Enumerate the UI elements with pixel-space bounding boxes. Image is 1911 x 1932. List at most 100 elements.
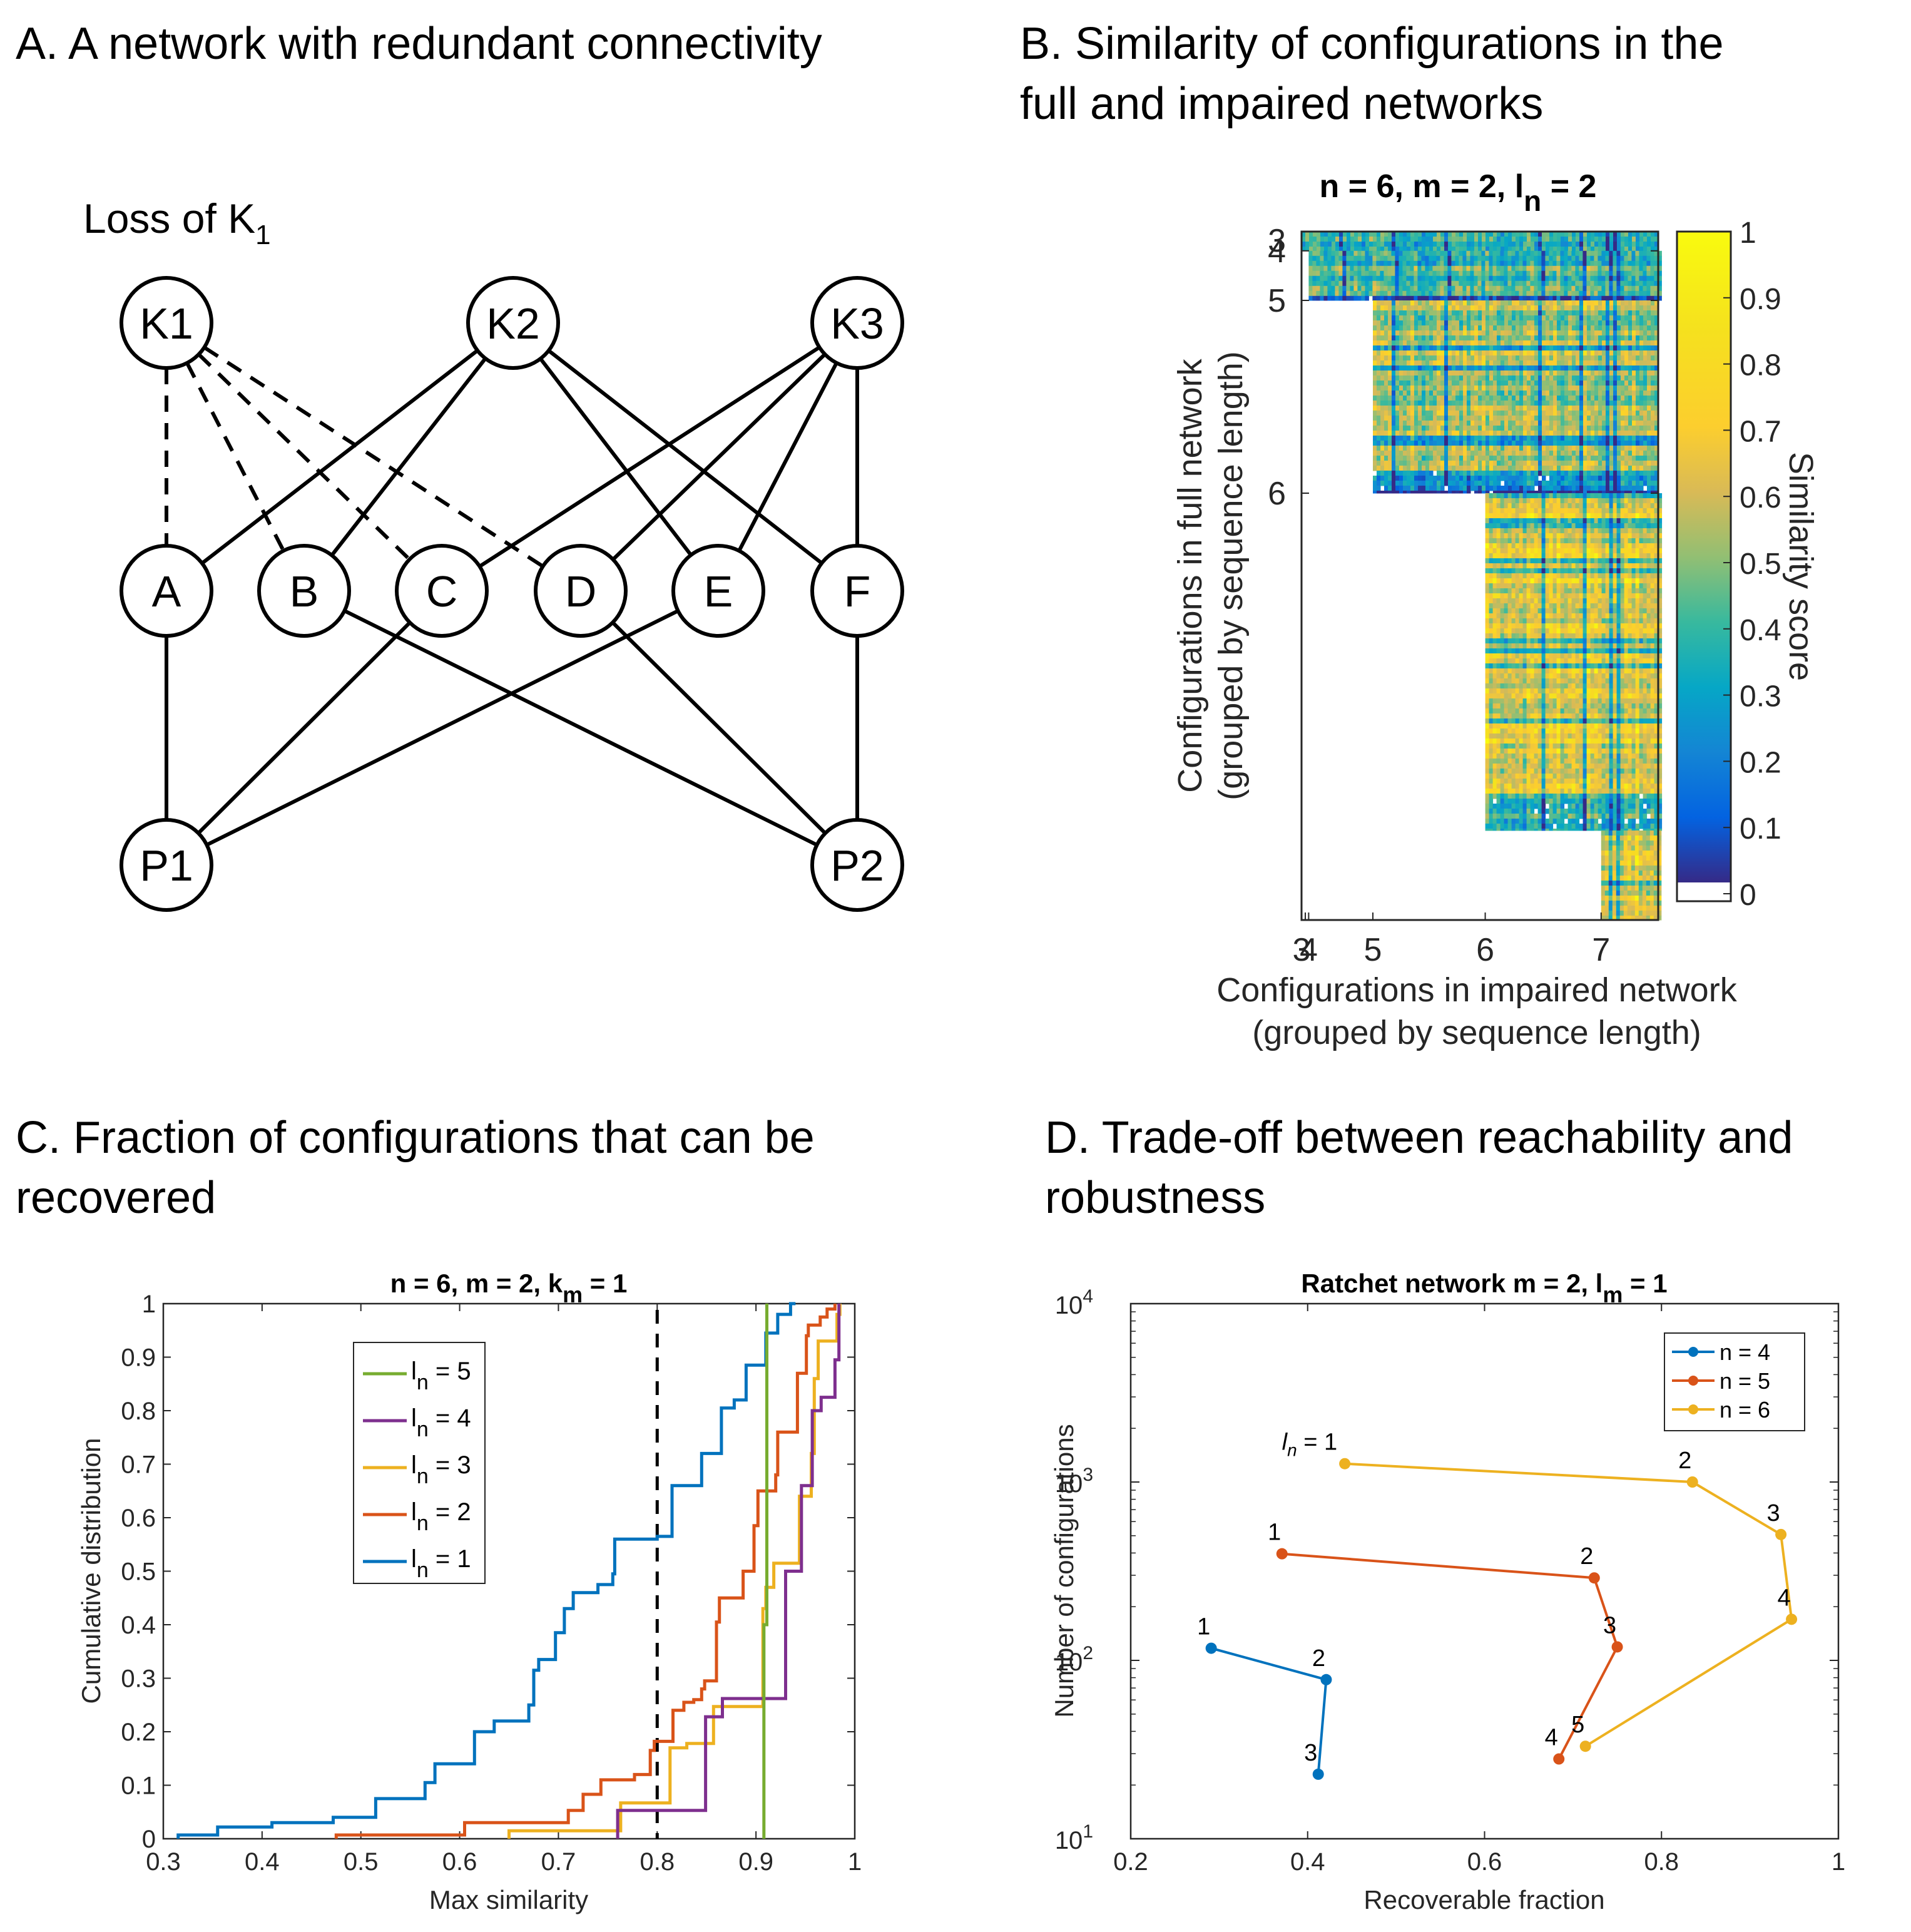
heatmap-cell	[1384, 391, 1389, 396]
heatmap-cell	[1624, 471, 1629, 476]
heatmap-cell	[1515, 538, 1520, 544]
heatmap-cell	[1399, 275, 1403, 282]
heatmap-cell	[1512, 481, 1516, 486]
heatmap-cell	[1481, 285, 1485, 292]
edge-e-p1	[206, 609, 679, 847]
heatmap-cell	[1501, 345, 1505, 351]
heatmap-cell	[1515, 280, 1519, 287]
heatmap-cell	[1621, 247, 1625, 252]
heatmap-cell	[1512, 406, 1516, 411]
heatmap-cell	[1346, 265, 1350, 272]
heatmap-cell	[1467, 345, 1471, 351]
heatmap-cell	[1323, 275, 1328, 282]
heatmap-cell	[1617, 476, 1621, 481]
heatmap-cell	[1579, 255, 1583, 262]
heatmap-cell	[1448, 365, 1452, 371]
heatmap-cell	[1512, 232, 1516, 237]
heatmap-cell	[1561, 436, 1565, 441]
heatmap-cell	[1384, 456, 1389, 461]
heatmap-cell	[1534, 285, 1538, 292]
heatmap-cell	[1537, 523, 1542, 529]
heatmap-cell	[1591, 446, 1595, 451]
heatmap-cell	[1576, 237, 1580, 242]
heatmap-cell	[1508, 305, 1512, 311]
heatmap-cell	[1425, 371, 1430, 376]
heatmap-cell	[1403, 355, 1407, 361]
heatmap-cell	[1501, 247, 1505, 252]
heatmap-cell	[1531, 340, 1535, 346]
heatmap-cell	[1542, 232, 1546, 237]
heatmap-cell	[1609, 350, 1614, 356]
heatmap-cell	[1654, 381, 1659, 386]
heatmap-cell	[1515, 255, 1519, 262]
heatmap-cell	[1564, 533, 1569, 539]
heatmap-cell	[1403, 310, 1407, 316]
heatmap-cell	[1478, 446, 1482, 451]
heatmap-cell	[1606, 426, 1610, 431]
heatmap-cell	[1497, 486, 1501, 491]
heatmap-cell	[1504, 523, 1509, 529]
heatmap-cell	[1392, 310, 1396, 316]
heatmap-cell	[1478, 441, 1482, 446]
heatmap-cell	[1568, 421, 1572, 426]
heatmap-cell	[1654, 265, 1658, 272]
heatmap-cell	[1567, 553, 1572, 559]
heatmap-cell	[1316, 260, 1320, 267]
heatmap-cell	[1414, 310, 1419, 316]
heatmap-cell	[1422, 436, 1426, 441]
heatmap-cell	[1399, 365, 1404, 371]
heatmap-cell	[1402, 290, 1407, 297]
heatmap-cell	[1515, 493, 1520, 499]
heatmap-cell	[1530, 498, 1535, 504]
heatmap-cell	[1492, 533, 1497, 539]
heatmap-cell	[1425, 451, 1430, 456]
heatmap-cell	[1654, 325, 1659, 331]
heatmap-cell	[1616, 250, 1621, 257]
heatmap-cell	[1624, 255, 1628, 262]
heatmap-cell	[1437, 310, 1441, 316]
heatmap-cell	[1391, 285, 1395, 292]
heatmap-cell	[1485, 247, 1490, 252]
heatmap-cell	[1542, 491, 1546, 494]
heatmap-cell	[1414, 232, 1419, 237]
heatmap-cell	[1477, 255, 1482, 262]
heatmap-cell	[1572, 491, 1576, 494]
heatmap-cell	[1467, 441, 1471, 446]
node-circle	[120, 544, 213, 638]
heatmap-cell	[1422, 451, 1426, 456]
heatmap-cell	[1546, 310, 1550, 316]
heatmap-cell	[1482, 436, 1486, 441]
heatmap-cell	[1564, 411, 1569, 416]
heatmap-cell	[1444, 275, 1448, 282]
heatmap-cell	[1380, 491, 1385, 494]
heatmap-cell	[1564, 486, 1569, 491]
heatmap-cell	[1368, 275, 1373, 282]
heatmap-cell	[1485, 381, 1490, 386]
heatmap-cell	[1636, 406, 1640, 411]
heatmap-cell	[1582, 523, 1587, 529]
heatmap-cell	[1647, 441, 1651, 446]
heatmap-cell	[1474, 350, 1479, 356]
heatmap-cell	[1564, 340, 1569, 346]
heatmap-cell	[1579, 523, 1584, 529]
heatmap-cell	[1493, 232, 1497, 237]
network-nodes: K1 K2 K3A B C D E FP1 P2	[120, 276, 904, 912]
heatmap-cell	[1572, 441, 1576, 446]
heatmap-cell	[1388, 300, 1392, 306]
heatmap-cell	[1598, 285, 1602, 292]
heatmap-cell	[1407, 441, 1411, 446]
heatmap-cell	[1512, 466, 1516, 471]
heatmap-cell	[1583, 466, 1587, 471]
heatmap-cell	[1549, 247, 1554, 252]
heatmap-cell	[1511, 543, 1516, 549]
heatmap-cell	[1530, 508, 1535, 514]
heatmap-cell	[1632, 242, 1636, 247]
heatmap-cell	[1523, 365, 1527, 371]
heatmap-cell	[1500, 280, 1504, 287]
heatmap-cell	[1516, 232, 1520, 237]
heatmap-cell	[1418, 436, 1422, 441]
heatmap-cell	[1515, 523, 1520, 529]
heatmap-cell	[1527, 345, 1531, 351]
heatmap-cell	[1444, 431, 1449, 436]
heatmap-cell	[1654, 493, 1659, 499]
